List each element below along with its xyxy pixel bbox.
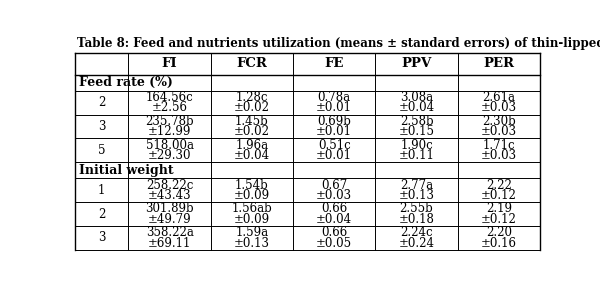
Text: 2.19: 2.19	[486, 202, 512, 215]
Text: 1.71c: 1.71c	[482, 138, 515, 152]
Text: ±43.43: ±43.43	[148, 189, 191, 202]
Text: ±0.01: ±0.01	[316, 149, 352, 162]
Text: 1: 1	[98, 184, 106, 197]
Text: ±0.03: ±0.03	[481, 102, 517, 114]
Text: 1.90c: 1.90c	[400, 138, 433, 152]
Text: ±2.56: ±2.56	[152, 102, 188, 114]
Text: 1.59a: 1.59a	[235, 226, 268, 239]
Text: 1.96a: 1.96a	[235, 138, 268, 152]
Text: ±0.03: ±0.03	[316, 189, 352, 202]
Text: 0.66: 0.66	[321, 202, 347, 215]
Text: 2.30b: 2.30b	[482, 115, 516, 128]
Text: 2: 2	[98, 96, 106, 109]
Text: PPV: PPV	[401, 58, 431, 70]
Text: ±0.04: ±0.04	[398, 102, 434, 114]
Text: 235.78b: 235.78b	[145, 115, 194, 128]
Text: ±0.09: ±0.09	[234, 213, 270, 226]
Text: 0.78a: 0.78a	[317, 91, 351, 104]
Text: ±0.12: ±0.12	[481, 213, 517, 226]
Text: 2.77a: 2.77a	[400, 179, 433, 191]
Text: 5: 5	[98, 144, 106, 157]
Text: 2.24c: 2.24c	[400, 226, 433, 239]
Text: 1.45b: 1.45b	[235, 115, 269, 128]
Text: FE: FE	[325, 58, 344, 70]
Text: PER: PER	[484, 58, 514, 70]
Text: Feed rate (%): Feed rate (%)	[79, 76, 173, 89]
Text: 2.58b: 2.58b	[400, 115, 433, 128]
Text: ±0.04: ±0.04	[234, 149, 270, 162]
Text: ±12.99: ±12.99	[148, 125, 191, 138]
Text: Table 8: Feed and nutrients utilization (means ± standard errors) of thin-lipped: Table 8: Feed and nutrients utilization …	[77, 37, 600, 50]
Text: 1.28c: 1.28c	[236, 91, 268, 104]
Text: ±0.24: ±0.24	[398, 237, 434, 250]
Text: 1.56ab: 1.56ab	[232, 202, 272, 215]
Text: ±0.01: ±0.01	[316, 125, 352, 138]
Text: ±69.11: ±69.11	[148, 237, 191, 250]
Text: Initial weight: Initial weight	[79, 164, 173, 177]
Text: ±0.01: ±0.01	[316, 102, 352, 114]
Text: ±0.09: ±0.09	[234, 189, 270, 202]
Text: 2.55b: 2.55b	[400, 202, 433, 215]
Text: ±0.13: ±0.13	[398, 189, 434, 202]
Text: ±0.03: ±0.03	[481, 125, 517, 138]
Text: 301.89b: 301.89b	[145, 202, 194, 215]
Text: 0.51c: 0.51c	[318, 138, 350, 152]
Text: ±0.05: ±0.05	[316, 237, 352, 250]
Text: ±0.13: ±0.13	[234, 237, 270, 250]
Text: 3: 3	[98, 232, 106, 244]
Text: 2.22: 2.22	[486, 179, 512, 191]
Text: ±49.79: ±49.79	[148, 213, 191, 226]
Text: ±0.03: ±0.03	[481, 149, 517, 162]
Text: 3: 3	[98, 120, 106, 133]
Text: 358.22a: 358.22a	[146, 226, 194, 239]
Text: 164.56c: 164.56c	[146, 91, 194, 104]
Text: ±29.30: ±29.30	[148, 149, 191, 162]
Text: 0.67: 0.67	[321, 179, 347, 191]
Text: ±0.12: ±0.12	[481, 189, 517, 202]
Text: ±0.16: ±0.16	[481, 237, 517, 250]
Text: FI: FI	[162, 58, 178, 70]
Text: 0.69b: 0.69b	[317, 115, 351, 128]
Text: 0.66: 0.66	[321, 226, 347, 239]
Text: ±0.02: ±0.02	[234, 125, 270, 138]
Text: FCR: FCR	[236, 58, 268, 70]
Text: 2.61a: 2.61a	[482, 91, 515, 104]
Text: ±0.15: ±0.15	[398, 125, 434, 138]
Text: 2.20: 2.20	[486, 226, 512, 239]
Text: 3.08a: 3.08a	[400, 91, 433, 104]
Text: ±0.11: ±0.11	[398, 149, 434, 162]
Text: ±0.04: ±0.04	[316, 213, 352, 226]
Text: 518.00a: 518.00a	[146, 138, 194, 152]
Text: 258.22c: 258.22c	[146, 179, 193, 191]
Text: ±0.02: ±0.02	[234, 102, 270, 114]
Text: 2: 2	[98, 208, 106, 221]
Text: 1.54b: 1.54b	[235, 179, 269, 191]
Text: ±0.18: ±0.18	[398, 213, 434, 226]
